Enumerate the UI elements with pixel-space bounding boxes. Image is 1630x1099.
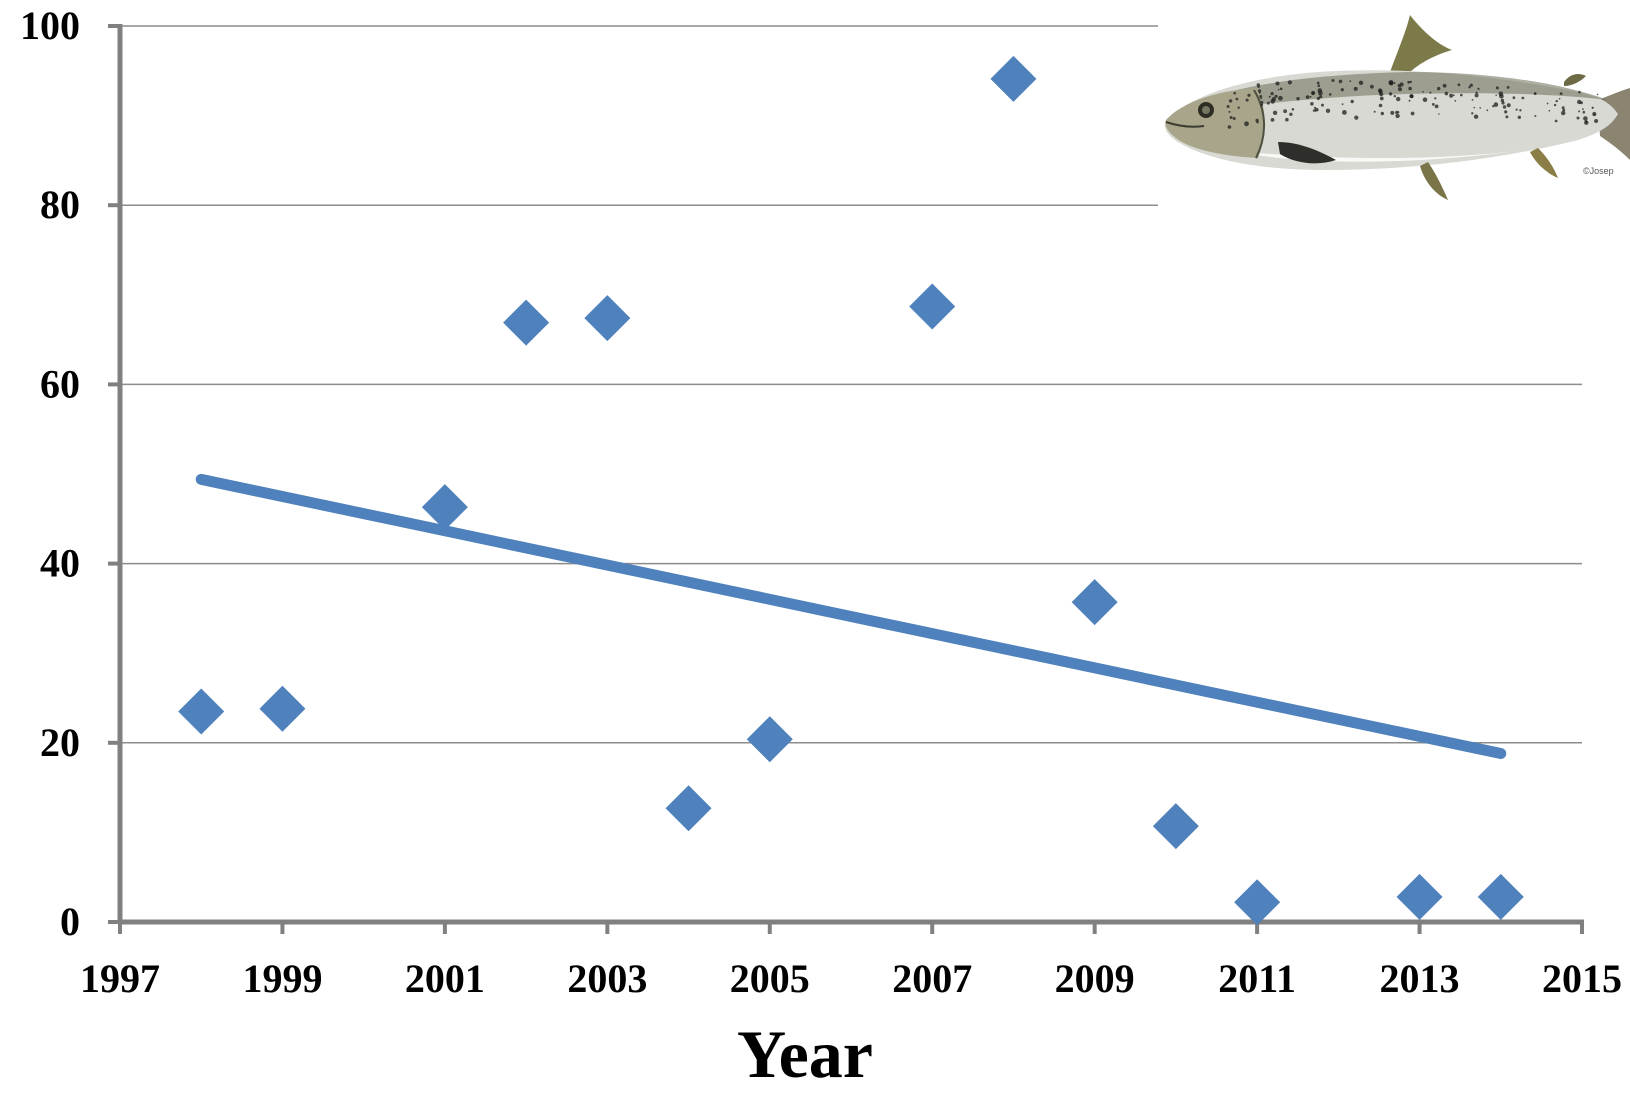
y-tick-label: 40 (40, 541, 80, 586)
data-point (503, 299, 550, 346)
data-point (746, 716, 793, 763)
trendline-layer (195, 473, 1507, 760)
data-point (665, 785, 712, 832)
data-point (259, 685, 306, 732)
data-point (421, 484, 468, 531)
x-tick-label: 1999 (242, 956, 322, 1001)
data-point (1234, 879, 1281, 926)
data-point (178, 688, 225, 735)
data-point (1396, 873, 1443, 920)
data-point (1477, 873, 1524, 920)
image-credit: ©Josep (1583, 166, 1614, 176)
y-tick-label: 0 (60, 899, 80, 944)
y-tick-label: 100 (20, 3, 80, 48)
x-tick-label: 2013 (1380, 956, 1460, 1001)
y-tick-label: 60 (40, 361, 80, 406)
x-axis-tick-labels: 1997 1999 2001 2003 2005 2007 2009 2011 2013 2015 (80, 956, 1622, 1001)
data-point (990, 55, 1037, 102)
x-tick-label: 1997 (80, 956, 160, 1001)
data-point (1152, 803, 1199, 850)
salmon-illustration: ©Josep (1158, 10, 1630, 215)
x-tick-label: 2011 (1218, 956, 1296, 1001)
x-tick-label: 2003 (567, 956, 647, 1001)
x-tick-label: 2009 (1055, 956, 1135, 1001)
y-tick-label: 80 (40, 182, 80, 227)
data-point (1071, 579, 1118, 626)
x-axis-title: Year (737, 1016, 873, 1092)
x-tick-label: 2005 (730, 956, 810, 1001)
x-tick-label: 2015 (1542, 956, 1622, 1001)
y-tick-label: 20 (40, 720, 80, 765)
x-tick-label: 2007 (892, 956, 972, 1001)
fish-spots (1226, 79, 1599, 129)
data-point (584, 295, 631, 342)
data-points (178, 55, 1524, 926)
x-tick-label: 2001 (405, 956, 485, 1001)
y-axis-tick-labels: 0 20 40 60 80 100 (20, 3, 80, 944)
data-point (909, 283, 956, 330)
trendline (195, 473, 1507, 760)
axes (108, 24, 1584, 934)
